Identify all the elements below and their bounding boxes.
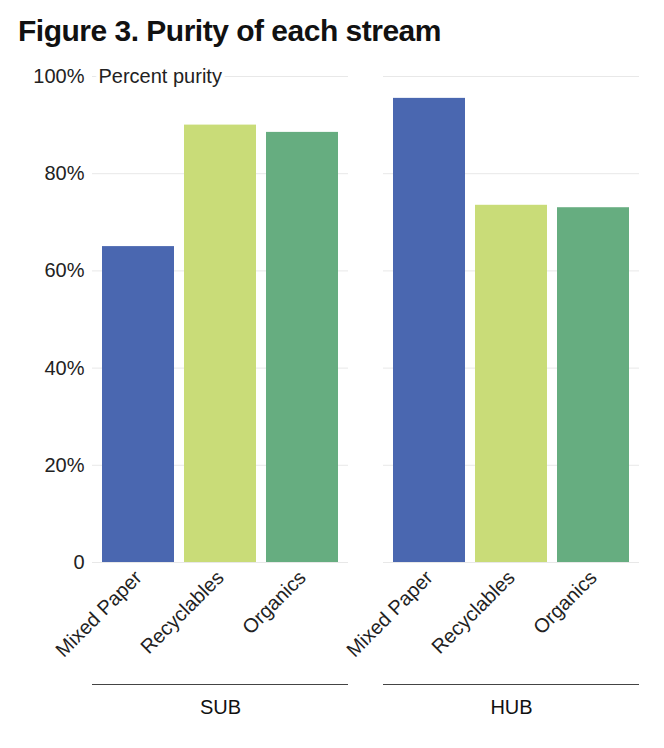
- svg-text:40%: 40%: [44, 357, 84, 379]
- svg-text:Percent purity: Percent purity: [99, 65, 222, 87]
- svg-text:100%: 100%: [33, 65, 84, 87]
- svg-text:80%: 80%: [44, 162, 84, 184]
- svg-text:Recyclables: Recyclables: [136, 566, 228, 658]
- svg-text:SUB: SUB: [200, 696, 241, 718]
- svg-text:Recyclables: Recyclables: [427, 566, 519, 658]
- html-text:Figure 3. Purity of each strea: Figure 3. Purity of each stream: [18, 14, 441, 47]
- svg-text:HUB: HUB: [490, 696, 532, 718]
- svg-text:0: 0: [73, 551, 84, 573]
- svg-text:Organics: Organics: [529, 566, 601, 638]
- svg-text:Organics: Organics: [238, 566, 310, 638]
- svg-text:Mixed Paper: Mixed Paper: [51, 566, 146, 661]
- svg-text:Mixed Paper: Mixed Paper: [342, 566, 437, 661]
- svg-text:60%: 60%: [44, 259, 84, 281]
- svg-text:20%: 20%: [44, 454, 84, 476]
